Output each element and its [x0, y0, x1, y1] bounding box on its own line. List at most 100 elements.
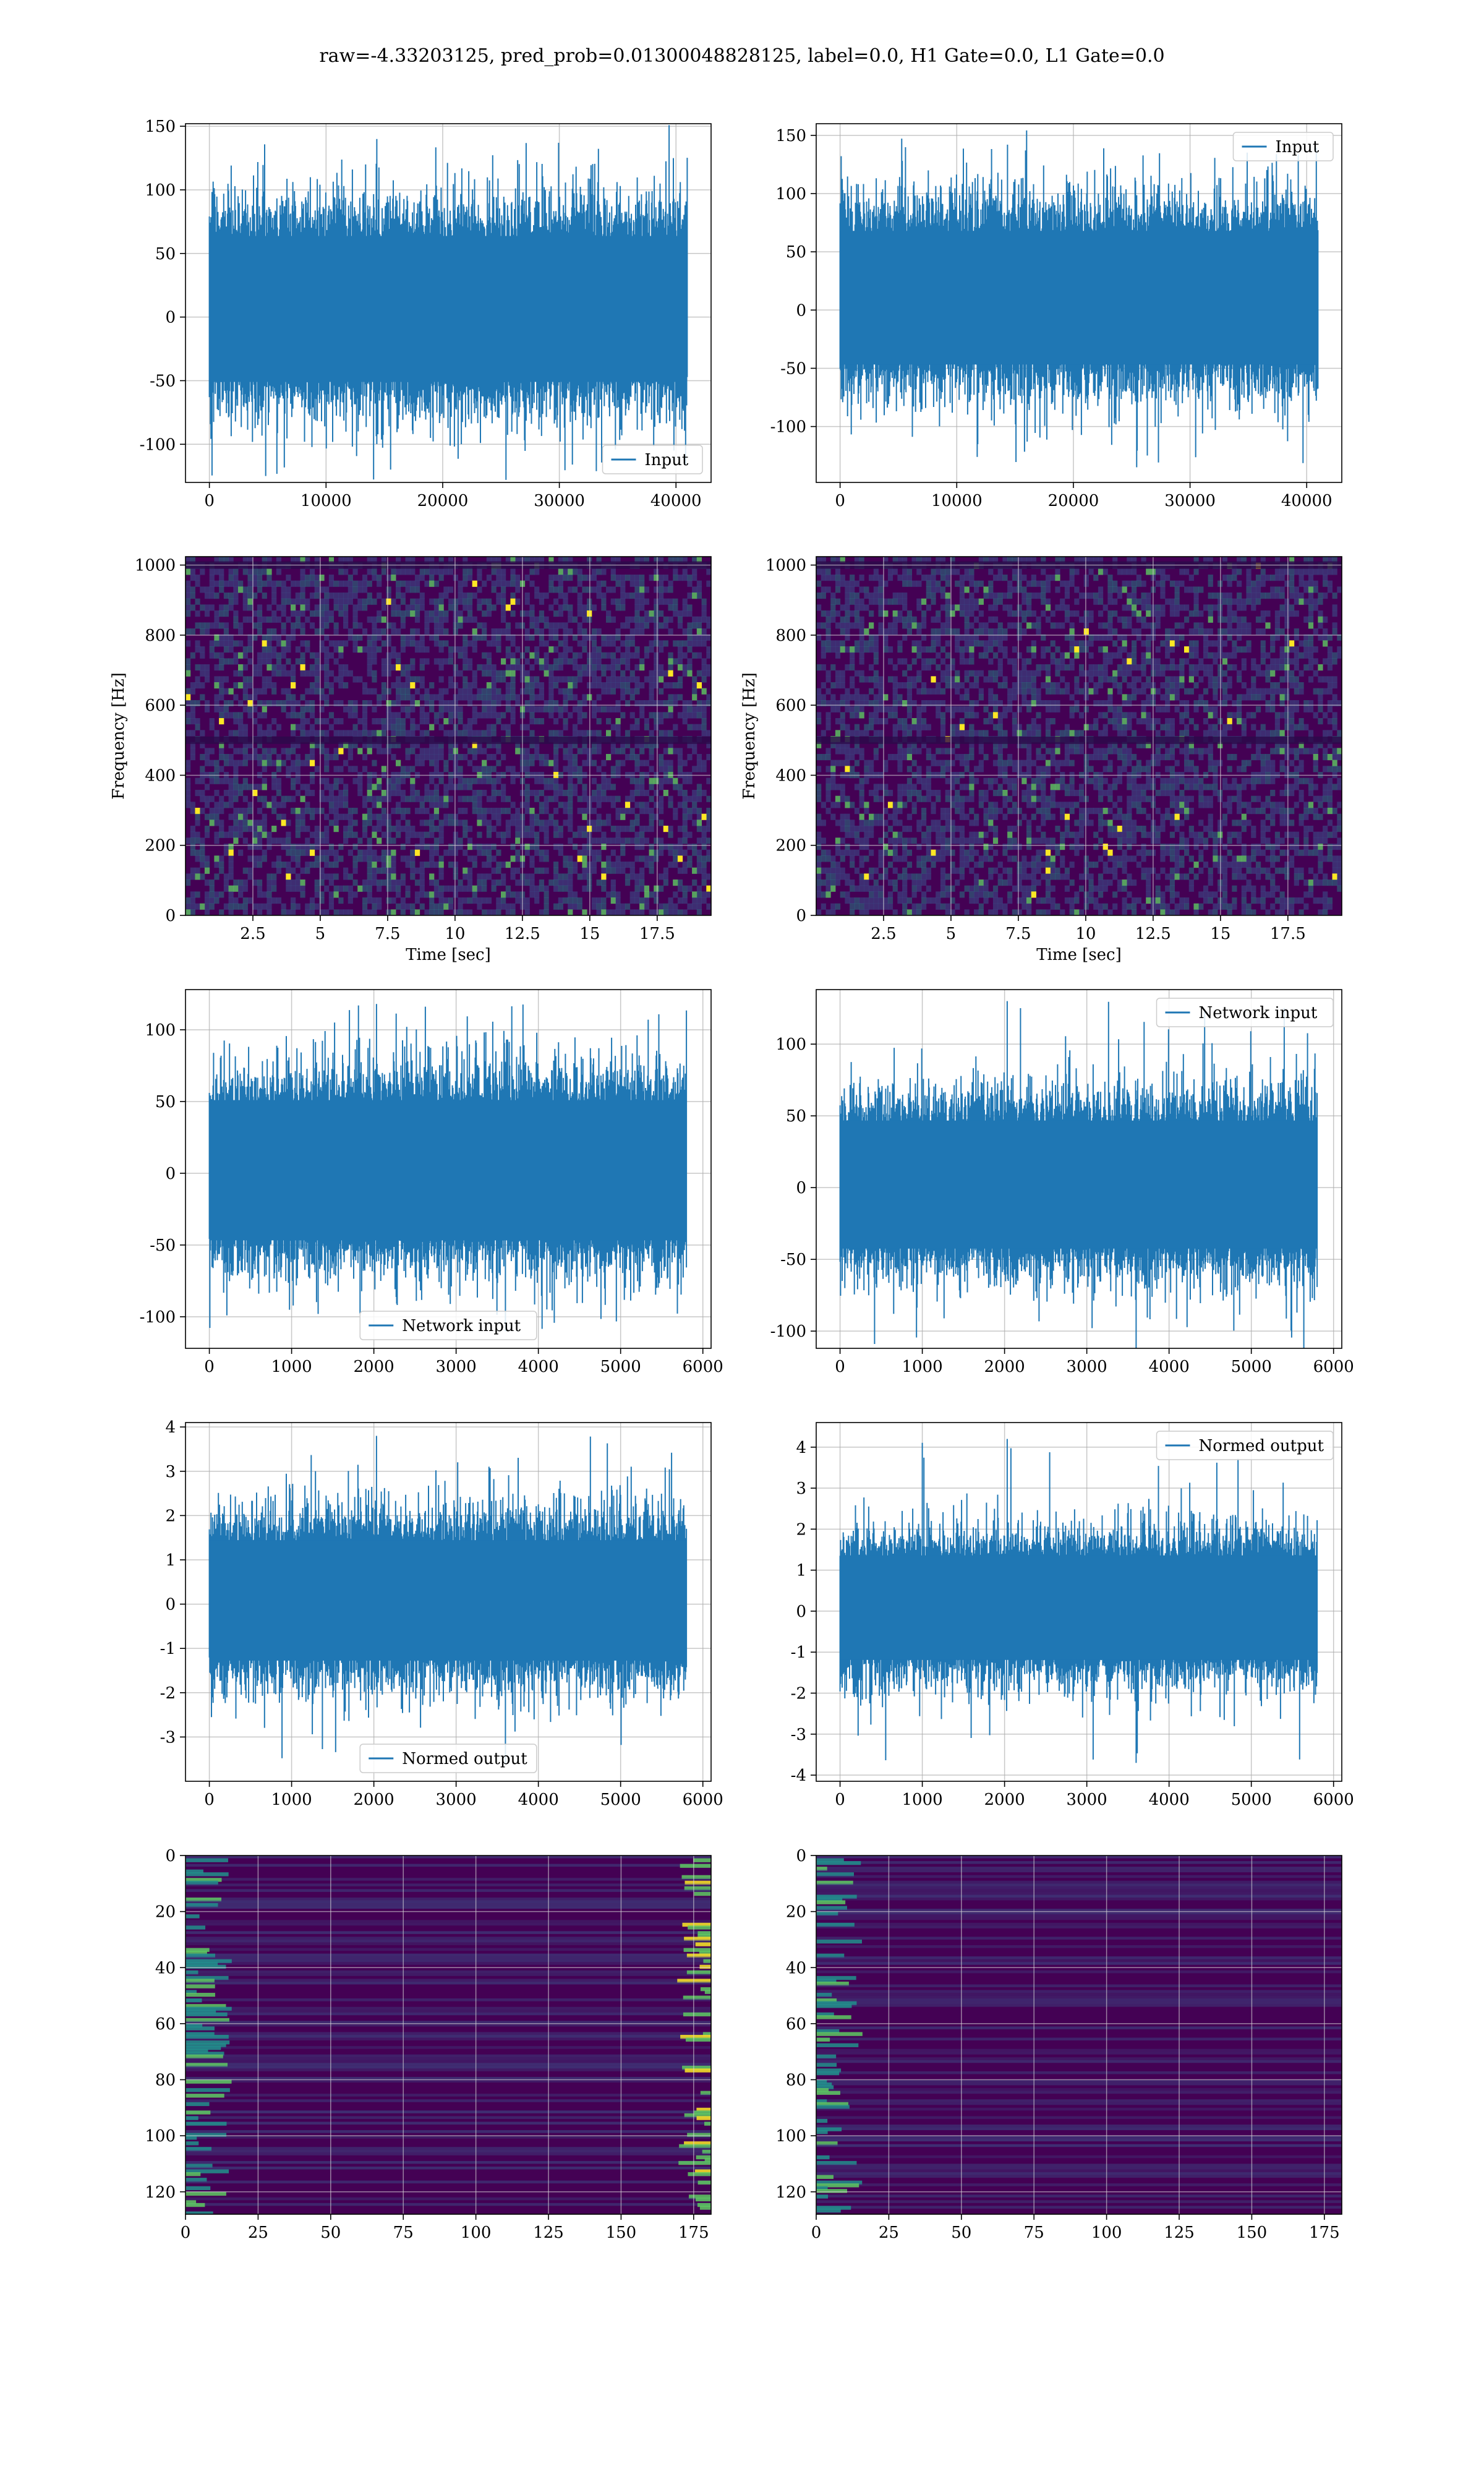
heatmap-cell: [940, 903, 946, 910]
heatmap-cell: [233, 820, 239, 826]
heatmap-cell: [357, 849, 363, 856]
heatmap-cell: [372, 802, 377, 808]
heatmap-cell: [606, 682, 612, 689]
heatmap-cell: [625, 903, 631, 910]
heatmap-cell: [348, 706, 353, 713]
heatmap-cell: [501, 604, 506, 611]
heatmap-cell: [472, 766, 477, 773]
heatmap-cell: [257, 754, 263, 761]
heatmap-cell: [878, 837, 884, 844]
heatmap-cell: [438, 706, 444, 713]
heatmap-cell: [869, 766, 874, 773]
heatmap-cell: [477, 777, 482, 784]
heatmap-cell: [324, 837, 330, 844]
heatmap-cell: [453, 844, 458, 850]
heatmap-cell: [505, 652, 511, 659]
heatmap-cell: [945, 676, 950, 683]
heatmap-cell: [252, 820, 258, 826]
heatmap-cell: [596, 658, 602, 665]
heatmap-cell: [510, 909, 516, 915]
heatmap-cell: [209, 885, 215, 892]
heatmap-cell: [940, 748, 946, 755]
heatmap-cell: [983, 586, 989, 593]
heatmap-cell: [568, 777, 573, 784]
heatmap-cell: [668, 700, 673, 707]
heatmap-cell: [959, 873, 965, 880]
heatmap-cell: [931, 790, 936, 797]
heatmap-cell: [438, 742, 444, 748]
heatmap-cell: [433, 885, 440, 892]
heatmap-cell: [835, 880, 841, 886]
heatmap-cell: [701, 610, 707, 617]
heatmap-cell: [878, 862, 884, 868]
heatmap-cell: [453, 706, 458, 713]
heatmap-cell: [372, 718, 377, 725]
axes-frame: [185, 123, 712, 483]
heatmap-cell: [974, 730, 979, 737]
heatmap-cell: [544, 664, 549, 671]
heatmap-cell: [845, 831, 850, 838]
heatmap-cell: [367, 557, 372, 563]
heatmap-cell: [319, 777, 325, 784]
heatmap-cell: [887, 712, 893, 719]
heatmap-cell: [300, 568, 305, 575]
heatmap-cell: [859, 777, 864, 784]
heatmap-cell: [324, 760, 330, 766]
heatmap-cell: [964, 568, 970, 575]
heatmap-cell: [673, 557, 678, 563]
heatmap-cell: [563, 598, 568, 605]
heatmap-cell: [644, 557, 650, 563]
heatmap-cell: [386, 652, 391, 659]
heatmap-cell: [654, 909, 659, 915]
heatmap-cell: [978, 790, 984, 797]
heatmap-cell: [491, 880, 497, 886]
heatmap-cell: [333, 640, 339, 647]
heatmap-cell: [381, 664, 387, 671]
heatmap-cell: [300, 694, 305, 701]
heatmap-cell: [534, 682, 540, 689]
heatmap-cell: [902, 867, 908, 874]
heatmap-cell: [223, 700, 229, 707]
heatmap-cell: [615, 766, 621, 773]
heatmap-cell: [300, 849, 305, 856]
heatmap-cell: [534, 622, 540, 629]
heatmap-cell: [692, 766, 697, 773]
heatmap-cell: [328, 652, 335, 659]
heatmap-cell: [620, 575, 626, 581]
heatmap-cell: [854, 700, 860, 707]
heatmap-cell: [223, 849, 229, 856]
heatmap-cell: [696, 909, 702, 915]
heatmap-cell: [438, 862, 444, 868]
heatmap-cell: [352, 646, 358, 653]
heatmap-cell: [615, 826, 621, 833]
heatmap-cell: [634, 766, 640, 773]
heatmap-cell: [381, 598, 387, 605]
heatmap-cell: [845, 742, 850, 748]
heatmap-cell: [682, 628, 688, 635]
heatmap-cell: [501, 694, 506, 701]
heatmap-cell: [596, 580, 602, 587]
heatmap-cell: [582, 831, 587, 838]
heatmap-cell: [309, 670, 315, 677]
heatmap-cell: [629, 867, 635, 874]
heatmap-cell: [405, 831, 411, 838]
heatmap-cell: [414, 688, 420, 695]
heatmap-cell: [649, 867, 654, 874]
heatmap-cell: [969, 855, 974, 862]
x-tick-label: 10000: [301, 492, 352, 510]
heatmap-cell: [433, 742, 440, 748]
heatmap-cell: [505, 826, 511, 833]
heatmap-cell: [568, 880, 573, 886]
heatmap-cell: [878, 575, 884, 581]
heatmap-cell: [314, 808, 320, 815]
heatmap-cell: [629, 754, 635, 761]
x-tick-label: 40000: [1281, 492, 1333, 510]
heatmap-cell: [997, 628, 1003, 635]
heatmap-cell: [591, 862, 597, 868]
heatmap-cell: [410, 855, 416, 862]
heatmap-cell: [443, 593, 449, 599]
heatmap-cell: [620, 682, 626, 689]
heatmap-cell: [501, 862, 506, 868]
heatmap-cell: [482, 862, 487, 868]
heatmap-cell: [438, 748, 444, 755]
